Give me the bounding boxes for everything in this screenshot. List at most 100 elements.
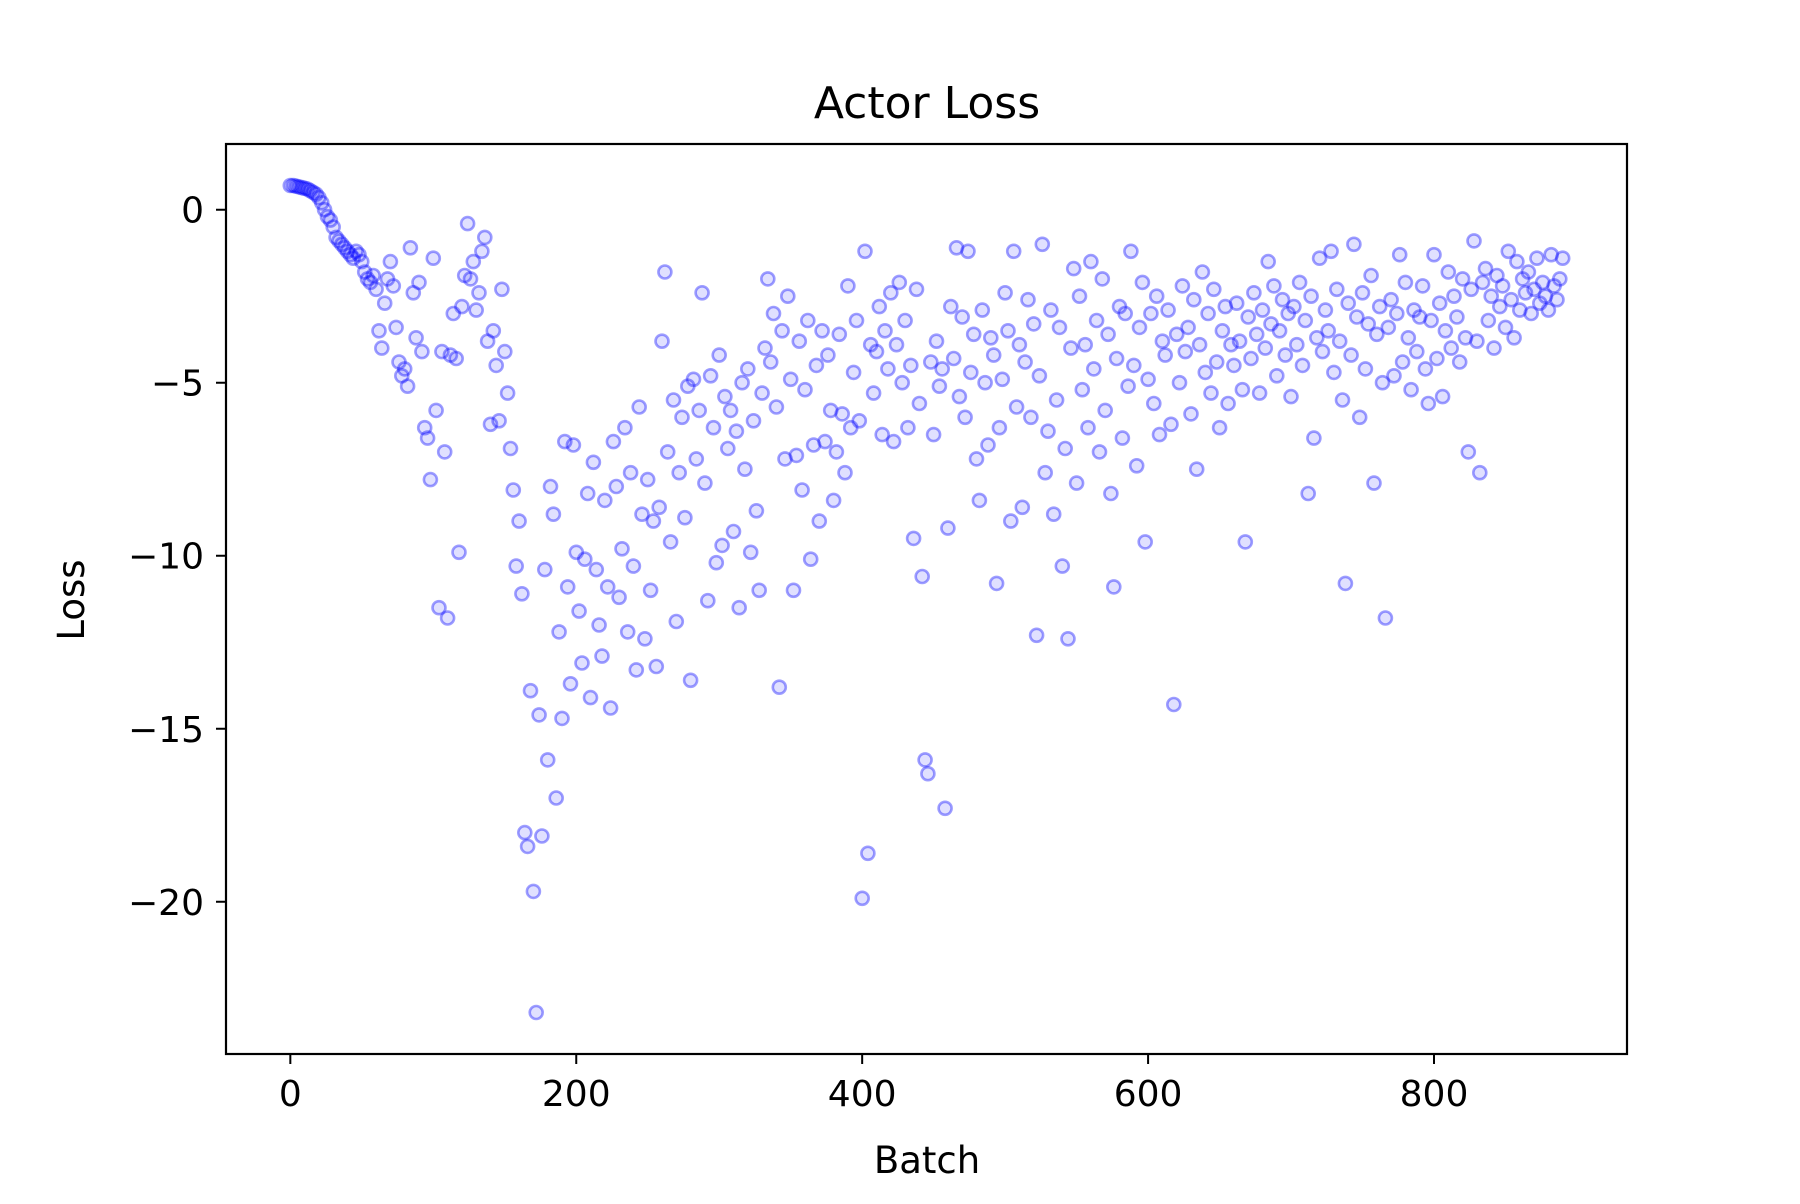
y-tick-label: 0 [181,191,204,232]
data-point [954,309,971,325]
y-tick-label: −10 [128,537,204,578]
data-point [1277,347,1294,363]
y-tick-label: −5 [151,364,204,405]
data-point [1103,485,1119,502]
data-point [451,544,467,561]
plot-area-frame [224,142,1629,1056]
data-point [391,354,407,370]
data-point [1346,236,1362,253]
data-point [1143,305,1159,322]
data-point [1040,423,1056,440]
data-point [625,558,642,574]
data-point [1554,250,1571,267]
data-point [454,298,470,315]
data-point [548,790,565,806]
data-point [574,655,590,671]
data-point [974,302,991,318]
data-point [1045,506,1062,523]
data-point [405,284,422,301]
data-point [1120,378,1136,395]
data-point [1151,426,1168,443]
data-point [1051,319,1068,336]
data-point [702,367,719,384]
data-point [1414,278,1431,294]
data-point [1266,278,1282,294]
data-point [777,451,793,467]
data-point [1223,336,1239,353]
x-tick-label: 600 [1114,1074,1183,1115]
data-point [937,800,953,817]
data-point [1360,316,1376,332]
data-point [962,364,979,381]
data-point [1269,367,1285,384]
data-point [634,506,650,523]
data-point [356,264,373,280]
data-point [1043,302,1059,318]
data-point [608,478,625,495]
data-point [897,312,913,329]
data-point [1005,243,1022,260]
data-point [739,361,756,377]
data-point [1088,312,1105,329]
data-point [817,433,833,450]
data-point [1108,350,1125,367]
data-point [1474,274,1491,291]
data-point [1517,284,1534,301]
y-tick-label: −15 [128,710,204,751]
data-point [528,1004,545,1021]
data-point [345,250,362,267]
y-axis-label: Loss [50,559,93,640]
data-point [951,388,968,405]
data-point [768,399,785,415]
data-point [1283,388,1299,405]
data-point [465,253,482,270]
data-point [917,752,933,768]
data-point [1423,312,1439,329]
data-point [1331,333,1348,350]
data-point [820,347,836,363]
data-point [1489,267,1505,284]
data-point [1334,392,1351,408]
data-point [717,388,733,405]
data-point [1383,291,1399,308]
data-point [519,838,536,855]
data-point [757,340,773,356]
data-point [436,444,453,460]
data-point [319,208,336,225]
data-point [408,329,424,346]
data-point [382,253,399,270]
data-point [302,182,319,199]
data-point [308,186,324,202]
data-point [425,250,442,267]
data-point [428,402,444,419]
data-point [1154,333,1171,350]
data-point [596,492,613,509]
x-tick-label: 400 [828,1074,897,1115]
data-point [1077,336,1093,353]
data-point [1349,309,1365,325]
data-point [1343,347,1359,363]
data-point [1446,288,1462,305]
data-point [1226,357,1242,374]
data-point [942,298,959,315]
data-point [1177,343,1194,360]
data-point [1208,354,1225,370]
data-point [353,253,370,270]
data-point [1057,440,1073,457]
data-point [1500,243,1517,260]
data-point [1228,295,1245,312]
data-point [562,675,579,692]
data-point [362,274,379,291]
data-point [759,271,776,287]
data-point [299,181,316,197]
data-point [1237,534,1254,550]
data-point [1337,575,1354,592]
data-point [1411,309,1428,325]
data-point [851,412,868,429]
data-point [376,295,393,312]
data-point [679,378,696,395]
data-point [651,499,668,516]
data-point [1374,374,1391,391]
data-point [1074,381,1091,398]
